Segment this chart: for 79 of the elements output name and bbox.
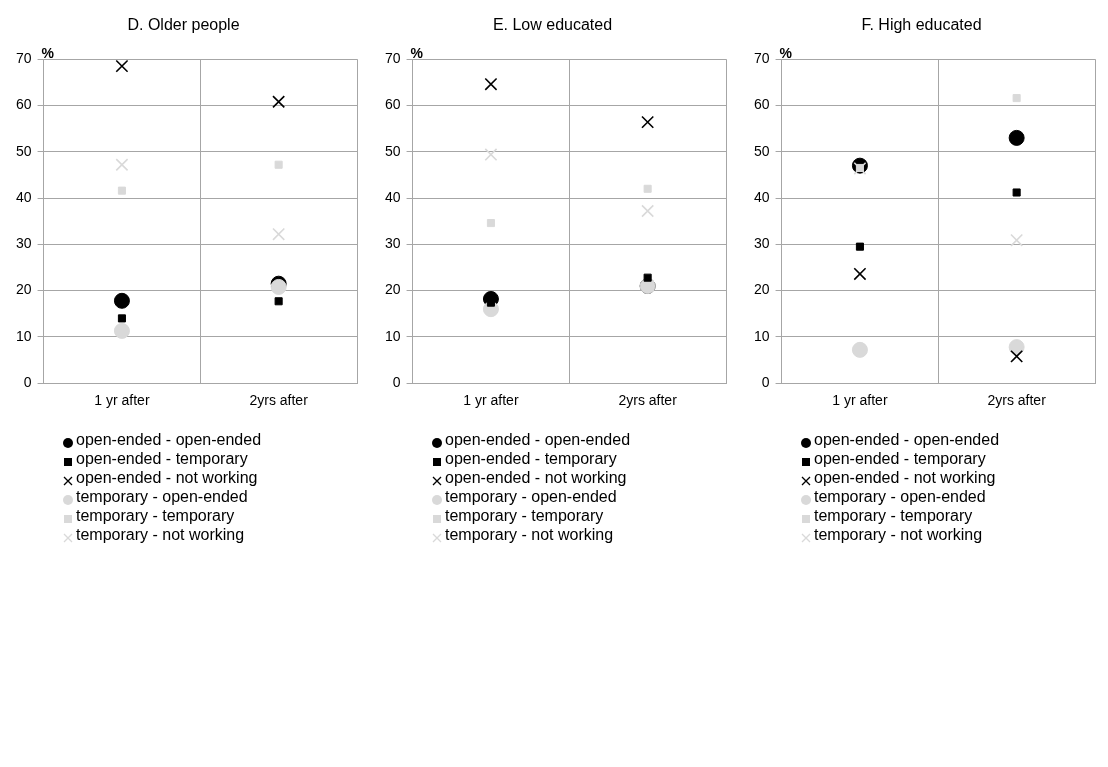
legend-label: open-ended - open-ended bbox=[76, 430, 262, 449]
legend-label: open-ended - open-ended bbox=[814, 430, 1000, 449]
y-tick-label: 40 bbox=[384, 188, 401, 205]
legend-label: temporary - temporary bbox=[76, 506, 235, 525]
point bbox=[484, 148, 498, 162]
y-tick-label: 70 bbox=[384, 50, 401, 67]
legend-label: open-ended - open-ended bbox=[445, 430, 631, 449]
y-tick-label: 0 bbox=[392, 374, 401, 391]
x-tick-label: 2yrs after bbox=[618, 392, 678, 409]
point bbox=[1010, 233, 1024, 247]
point bbox=[641, 115, 655, 129]
point bbox=[1010, 349, 1024, 363]
y-tick-label: 20 bbox=[753, 281, 770, 298]
legend-label: open-ended - temporary bbox=[76, 449, 248, 468]
y-tick-label: 50 bbox=[384, 142, 401, 159]
y-tick-label: 20 bbox=[15, 281, 32, 298]
point bbox=[117, 314, 126, 323]
point bbox=[643, 273, 652, 282]
y-axis-title: % bbox=[410, 45, 424, 62]
y-tick-label: 0 bbox=[23, 374, 32, 391]
y-axis-title: % bbox=[779, 45, 793, 62]
point bbox=[115, 158, 129, 172]
point bbox=[274, 160, 283, 169]
y-tick-label: 0 bbox=[761, 374, 770, 391]
point bbox=[117, 186, 126, 195]
y-tick-label: 70 bbox=[753, 50, 770, 67]
x-tick-label: 1 yr after bbox=[463, 392, 519, 409]
x-tick-label: 2yrs after bbox=[249, 392, 309, 409]
chart-title: F. High educated bbox=[861, 16, 982, 34]
chart-title: D. Older people bbox=[127, 16, 240, 34]
point bbox=[643, 184, 652, 193]
y-axis-title: % bbox=[41, 45, 55, 62]
legend-label: open-ended - not working bbox=[814, 468, 996, 487]
point bbox=[1008, 129, 1025, 146]
legend-label: open-ended - not working bbox=[445, 468, 627, 487]
point bbox=[641, 204, 655, 218]
y-tick-label: 50 bbox=[15, 142, 32, 159]
point bbox=[272, 227, 286, 241]
legend-label: open-ended - temporary bbox=[445, 449, 617, 468]
x-tick-label: 1 yr after bbox=[94, 392, 150, 409]
y-tick-label: 30 bbox=[15, 235, 32, 252]
legend-label: open-ended - not working bbox=[76, 468, 258, 487]
y-tick-label: 30 bbox=[384, 235, 401, 252]
legend-label: open-ended - temporary bbox=[814, 449, 986, 468]
point bbox=[484, 77, 498, 91]
legend-label: temporary - temporary bbox=[814, 506, 973, 525]
y-tick-label: 60 bbox=[15, 96, 32, 113]
legend-label: temporary - not working bbox=[76, 525, 245, 544]
point bbox=[853, 267, 867, 281]
y-tick-label: 40 bbox=[753, 188, 770, 205]
y-tick-label: 10 bbox=[384, 327, 401, 344]
point bbox=[113, 292, 130, 309]
point bbox=[274, 297, 283, 306]
point bbox=[1012, 94, 1021, 103]
point bbox=[855, 242, 864, 251]
point bbox=[115, 59, 129, 73]
chart-title: E. Low educated bbox=[492, 16, 613, 34]
y-tick-label: 10 bbox=[15, 327, 32, 344]
legend-label: temporary - open-ended bbox=[76, 487, 248, 506]
point bbox=[851, 341, 868, 358]
legend-label: temporary - open-ended bbox=[814, 487, 986, 506]
x-tick-label: 2yrs after bbox=[987, 392, 1047, 409]
y-tick-label: 50 bbox=[753, 142, 770, 159]
point bbox=[486, 219, 495, 228]
legend-label: temporary - not working bbox=[814, 525, 983, 544]
y-tick-label: 40 bbox=[15, 188, 32, 205]
y-tick-label: 30 bbox=[753, 235, 770, 252]
y-tick-label: 10 bbox=[753, 327, 770, 344]
legend-label: temporary - not working bbox=[445, 525, 614, 544]
legend-label: temporary - open-ended bbox=[445, 487, 617, 506]
y-tick-label: 70 bbox=[15, 50, 32, 67]
y-tick-label: 20 bbox=[384, 281, 401, 298]
point bbox=[272, 95, 286, 109]
y-tick-label: 60 bbox=[753, 96, 770, 113]
legend-label: temporary - temporary bbox=[445, 506, 604, 525]
point bbox=[1012, 188, 1021, 197]
x-tick-label: 1 yr after bbox=[832, 392, 888, 409]
point bbox=[113, 322, 130, 339]
y-tick-label: 60 bbox=[384, 96, 401, 113]
